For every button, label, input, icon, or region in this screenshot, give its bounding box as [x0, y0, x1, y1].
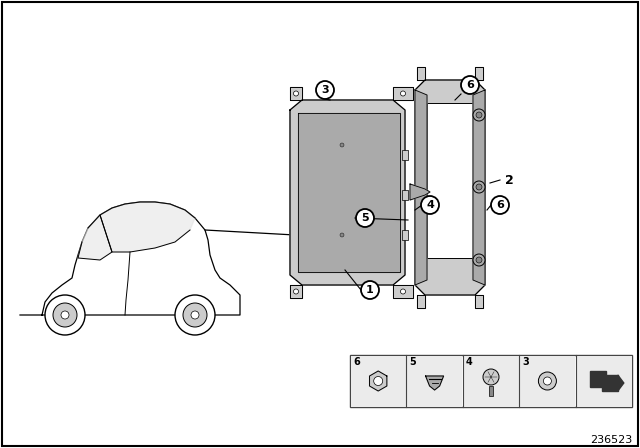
Circle shape [401, 91, 406, 96]
Polygon shape [100, 202, 195, 252]
Bar [576, 356, 632, 406]
Circle shape [473, 181, 485, 193]
Circle shape [473, 254, 485, 266]
Circle shape [294, 91, 298, 96]
Text: 4: 4 [426, 200, 434, 210]
Circle shape [53, 303, 77, 327]
Polygon shape [415, 80, 485, 295]
Polygon shape [475, 67, 483, 80]
Bar [350, 355, 632, 407]
Polygon shape [393, 285, 413, 298]
Circle shape [340, 233, 344, 237]
Circle shape [473, 109, 485, 121]
Polygon shape [590, 371, 618, 391]
Bar [402, 230, 408, 240]
Polygon shape [393, 87, 413, 100]
Polygon shape [290, 87, 302, 100]
Text: 6: 6 [466, 80, 474, 90]
Circle shape [543, 377, 552, 385]
Polygon shape [417, 295, 425, 308]
Circle shape [191, 311, 199, 319]
Circle shape [340, 143, 344, 147]
Circle shape [461, 76, 479, 94]
Polygon shape [417, 67, 425, 80]
Bar [407, 356, 462, 406]
Circle shape [476, 257, 482, 263]
Text: 4: 4 [466, 357, 472, 367]
Polygon shape [298, 113, 400, 272]
Circle shape [316, 81, 334, 99]
Text: 3: 3 [321, 85, 329, 95]
Polygon shape [426, 376, 444, 390]
Bar [402, 190, 408, 200]
Polygon shape [290, 285, 302, 298]
Bar [520, 356, 575, 406]
Text: 2: 2 [505, 173, 514, 186]
Circle shape [483, 369, 499, 385]
Circle shape [401, 289, 406, 294]
Polygon shape [78, 215, 112, 260]
Circle shape [476, 184, 482, 190]
Text: 5: 5 [410, 357, 416, 367]
Circle shape [61, 311, 69, 319]
Bar [427, 103, 473, 258]
Text: 6: 6 [496, 200, 504, 210]
Circle shape [45, 295, 85, 335]
Bar [463, 356, 518, 406]
Circle shape [361, 281, 379, 299]
Circle shape [538, 372, 556, 390]
Circle shape [183, 303, 207, 327]
Circle shape [421, 196, 439, 214]
Circle shape [175, 295, 215, 335]
Circle shape [356, 209, 374, 227]
Text: 6: 6 [353, 357, 360, 367]
Polygon shape [473, 90, 485, 285]
Bar [351, 356, 406, 406]
Bar [489, 386, 493, 396]
Polygon shape [20, 202, 240, 315]
Bar [402, 150, 408, 160]
Circle shape [491, 196, 509, 214]
Polygon shape [369, 371, 387, 391]
Polygon shape [618, 375, 624, 391]
Circle shape [476, 112, 482, 118]
Polygon shape [290, 100, 405, 285]
Text: 1: 1 [366, 285, 374, 295]
Text: 236523: 236523 [589, 435, 632, 445]
Circle shape [294, 289, 298, 294]
Polygon shape [475, 295, 483, 308]
Circle shape [374, 376, 383, 385]
Text: 5: 5 [361, 213, 369, 223]
Polygon shape [410, 184, 430, 200]
Polygon shape [415, 90, 427, 285]
Text: 3: 3 [522, 357, 529, 367]
